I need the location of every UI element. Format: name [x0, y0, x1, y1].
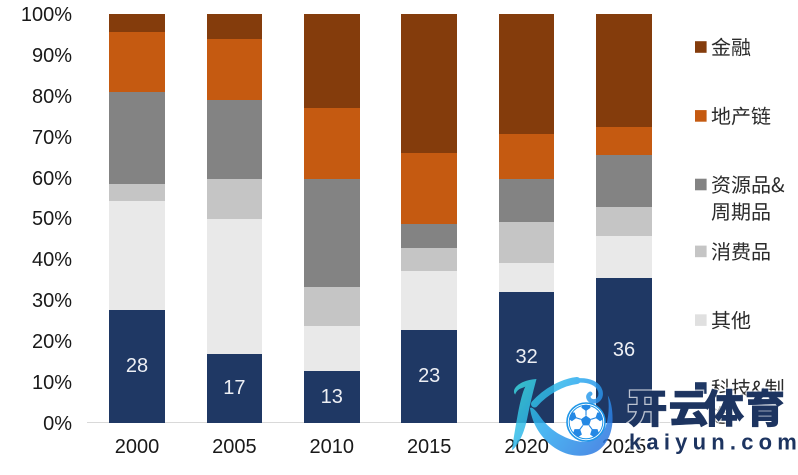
svg-text:kaiyun.com: kaiyun.com — [629, 430, 798, 455]
svg-text:kaiyun.com: kaiyun.com — [629, 430, 798, 455]
